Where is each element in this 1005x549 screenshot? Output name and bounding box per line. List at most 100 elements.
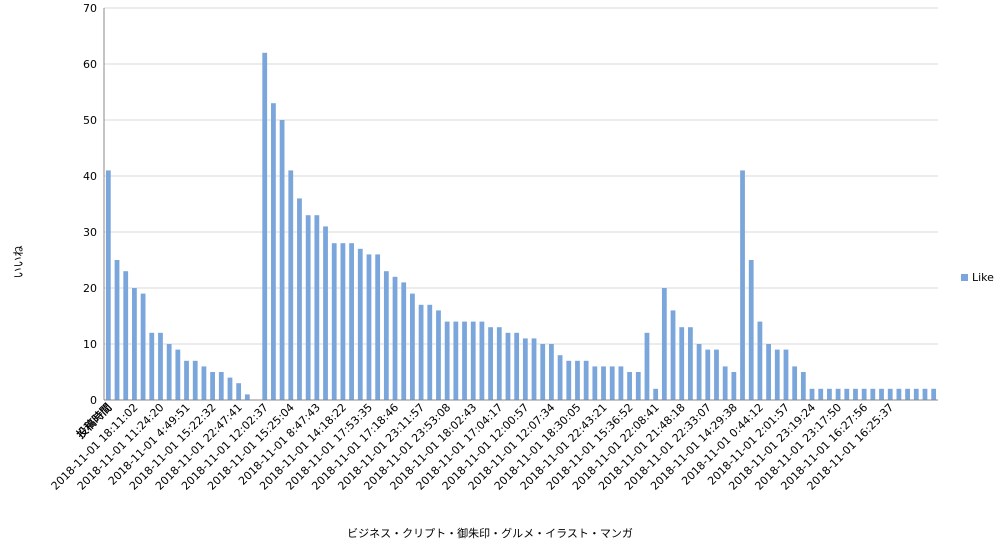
bar (766, 344, 771, 400)
bar (887, 388, 893, 400)
gridlines (104, 7, 938, 345)
legend-swatch (961, 274, 968, 281)
bar (827, 388, 832, 400)
bar (905, 388, 910, 400)
bar (166, 344, 172, 400)
bar (453, 321, 459, 400)
legend-label: Like (972, 271, 994, 284)
y-tick-label: 0 (90, 394, 97, 407)
bar (505, 332, 511, 400)
bar (236, 383, 242, 400)
bar (540, 344, 546, 400)
bar (913, 388, 919, 400)
bar (340, 243, 346, 400)
bar (462, 321, 467, 400)
bar (305, 215, 311, 400)
bar (731, 372, 737, 400)
bar (844, 388, 850, 400)
bar (496, 327, 502, 400)
y-tick-label: 40 (83, 170, 97, 183)
bar (592, 366, 598, 400)
bar (653, 388, 659, 400)
legend: Like (961, 271, 994, 284)
y-tick-label: 70 (83, 2, 97, 15)
bar (271, 103, 276, 400)
bar (401, 282, 407, 400)
bar (488, 327, 493, 400)
bar (323, 226, 328, 400)
bar (644, 332, 650, 400)
bar (583, 360, 589, 400)
bar (149, 332, 155, 400)
bar (123, 271, 129, 400)
bar (618, 366, 624, 400)
bar (514, 332, 520, 400)
axes (103, 8, 938, 401)
bar (479, 321, 485, 400)
bar (809, 388, 815, 400)
bar (566, 360, 572, 400)
bar (444, 321, 450, 400)
bar (470, 321, 476, 400)
bar (201, 366, 207, 400)
bar (410, 293, 415, 400)
bar (140, 293, 146, 400)
bar (696, 344, 702, 400)
bar (349, 243, 354, 400)
y-tick-label: 20 (83, 282, 97, 295)
bar (757, 321, 763, 400)
bar (748, 260, 754, 400)
y-axis-title: いいね (12, 246, 25, 279)
bar (783, 349, 789, 400)
bars (105, 52, 937, 401)
bar (105, 170, 111, 400)
bar (531, 338, 537, 400)
bar (244, 394, 250, 400)
bar (722, 366, 728, 400)
bar (357, 248, 363, 400)
bar (774, 349, 780, 400)
bar (418, 304, 424, 400)
bar (740, 170, 745, 400)
bar (331, 243, 337, 400)
bar (792, 366, 798, 400)
bar (557, 355, 563, 400)
bar (279, 120, 285, 400)
bar (705, 349, 711, 400)
bar (227, 377, 233, 400)
y-tick-labels: 0 10 20 30 40 50 60 70 (83, 2, 97, 407)
bar (288, 170, 294, 400)
y-tick-label: 60 (83, 58, 97, 71)
bar (688, 327, 693, 400)
bar (383, 271, 389, 400)
bar (601, 366, 606, 400)
bar (175, 349, 181, 400)
y-tick-label: 50 (83, 114, 97, 127)
bar (427, 304, 433, 400)
bar (549, 344, 554, 400)
bar (879, 388, 884, 400)
bar (218, 372, 224, 400)
bar (210, 372, 215, 400)
bar (861, 388, 867, 400)
bar (714, 349, 719, 400)
bar (800, 372, 806, 400)
bar (522, 338, 528, 400)
bar (670, 310, 676, 400)
bar (192, 360, 198, 400)
bar (679, 327, 685, 400)
bar (661, 288, 667, 400)
bar (635, 372, 641, 400)
bar (870, 388, 876, 400)
bar (375, 254, 381, 400)
bar (609, 366, 615, 400)
bar (818, 388, 824, 400)
bar (262, 52, 268, 401)
bar (896, 388, 902, 400)
bar (366, 254, 372, 400)
bar (114, 260, 120, 400)
bar (436, 310, 441, 400)
y-tick-label: 10 (83, 338, 97, 351)
